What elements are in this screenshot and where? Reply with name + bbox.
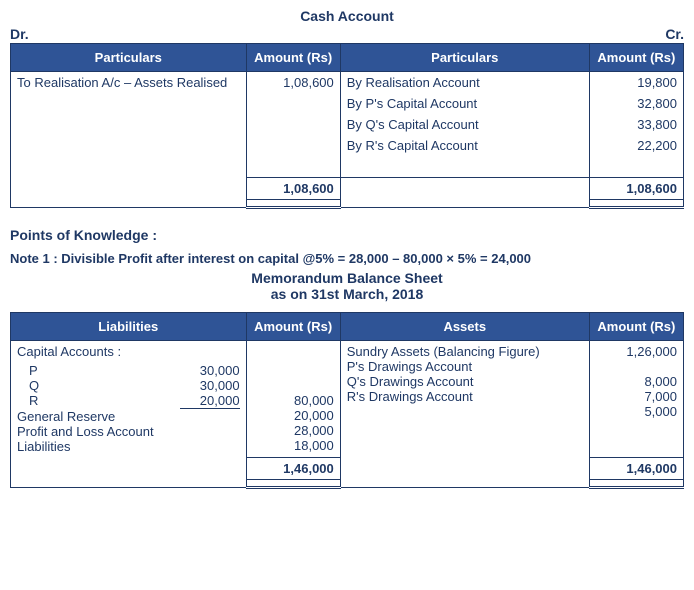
capital-row-r: R 20,000 — [17, 393, 240, 409]
cash-left-row-label: To Realisation A/c – Assets Realised — [17, 75, 240, 90]
memo-header-liabilities: Liabilities — [11, 313, 247, 341]
cash-close-4 — [589, 200, 683, 208]
asset-1-label: P's Drawings Account — [347, 359, 583, 374]
cash-total-right: 1,08,600 — [589, 178, 683, 200]
cash-total-right-label — [340, 178, 589, 200]
capital-row-q: Q 30,000 — [17, 378, 240, 393]
cash-left-amt-cell: 1,08,600 — [246, 72, 340, 178]
pl-account-amt: 28,000 — [253, 423, 334, 438]
dr-label: Dr. — [10, 26, 29, 42]
asset-1-amt: 8,000 — [596, 374, 677, 389]
cash-left-row-amt: 1,08,600 — [253, 75, 334, 90]
header-particulars-left: Particulars — [11, 44, 247, 72]
capital-q-name: Q — [17, 378, 180, 393]
capital-total-amt: 80,000 — [253, 393, 334, 408]
memo-header-amt-right: Amount (Rs) — [589, 313, 683, 341]
cash-right-label-3: By R's Capital Account — [340, 135, 589, 156]
header-particulars-right: Particulars — [340, 44, 589, 72]
liabilities-label: Liabilities — [17, 439, 240, 454]
general-reserve-amt: 20,000 — [253, 408, 334, 423]
memo-table: Liabilities Amount (Rs) Assets Amount (R… — [10, 312, 684, 489]
memo-liab-amt-cell: 80,000 20,000 28,000 18,000 — [246, 341, 340, 458]
cash-close-3 — [340, 200, 589, 208]
capital-q-val: 30,000 — [180, 378, 240, 393]
capital-r-name: R — [17, 393, 180, 409]
cash-left-cell: To Realisation A/c – Assets Realised — [11, 72, 247, 178]
pl-account-label: Profit and Loss Account — [17, 424, 240, 439]
general-reserve-label: General Reserve — [17, 409, 240, 424]
cash-account-title: Cash Account — [10, 8, 684, 24]
capital-r-val: 20,000 — [180, 393, 240, 409]
cash-right-amt-1: 32,800 — [589, 93, 683, 114]
dr-cr-row: Dr. Cr. — [10, 26, 684, 42]
header-amount-left: Amount (Rs) — [246, 44, 340, 72]
capital-p-val: 30,000 — [180, 363, 240, 378]
asset-3-label: R's Drawings Account — [347, 389, 583, 404]
memo-header-amt-left: Amount (Rs) — [246, 313, 340, 341]
memo-total-left-label — [11, 457, 247, 479]
cash-right-amt-0: 19,800 — [589, 72, 683, 94]
cash-close-1 — [11, 200, 247, 208]
memo-assets-cell: Sundry Assets (Balancing Figure) P's Dra… — [340, 341, 589, 458]
cash-right-amt-3: 22,200 — [589, 135, 683, 156]
asset-3-amt: 5,000 — [596, 404, 677, 419]
memo-assets-amt-cell: 1,26,000 8,000 7,000 5,000 — [589, 341, 683, 458]
memo-liab-cell: Capital Accounts : P 30,000 Q 30,000 R 2… — [11, 341, 247, 458]
cr-label: Cr. — [665, 26, 684, 42]
cash-right-label-1: By P's Capital Account — [340, 93, 589, 114]
memo-total-right-label — [340, 457, 589, 479]
asset-0-label: Sundry Assets (Balancing Figure) — [347, 344, 583, 359]
memo-close-3 — [340, 479, 589, 487]
memo-close-2 — [246, 479, 340, 487]
cash-total-left: 1,08,600 — [246, 178, 340, 200]
cash-close-2 — [246, 200, 340, 208]
header-amount-right: Amount (Rs) — [589, 44, 683, 72]
note-1: Note 1 : Divisible Profit after interest… — [10, 251, 684, 266]
cash-right-label-2: By Q's Capital Account — [340, 114, 589, 135]
cash-right-spacer — [340, 156, 589, 178]
capital-p-name: P — [17, 363, 180, 378]
memo-total-left: 1,46,000 — [246, 457, 340, 479]
cash-account-table: Particulars Amount (Rs) Particulars Amou… — [10, 43, 684, 209]
points-heading: Points of Knowledge : — [10, 227, 684, 243]
cash-right-amt-2: 33,800 — [589, 114, 683, 135]
memo-title: Memorandum Balance Sheet — [10, 270, 684, 286]
asset-0-amt: 1,26,000 — [596, 344, 677, 359]
memo-close-4 — [589, 479, 683, 487]
liabilities-amt: 18,000 — [253, 438, 334, 453]
memo-header-assets: Assets — [340, 313, 589, 341]
asset-2-label: Q's Drawings Account — [347, 374, 583, 389]
memo-total-right: 1,46,000 — [589, 457, 683, 479]
memo-close-1 — [11, 479, 247, 487]
asset-2-amt: 7,000 — [596, 389, 677, 404]
cash-total-left-label — [11, 178, 247, 200]
memo-date: as on 31st March, 2018 — [10, 286, 684, 302]
capital-accounts-label: Capital Accounts : — [17, 344, 240, 359]
cash-right-amt-spacer — [589, 156, 683, 178]
capital-row-p: P 30,000 — [17, 363, 240, 378]
cash-right-label-0: By Realisation Account — [340, 72, 589, 94]
